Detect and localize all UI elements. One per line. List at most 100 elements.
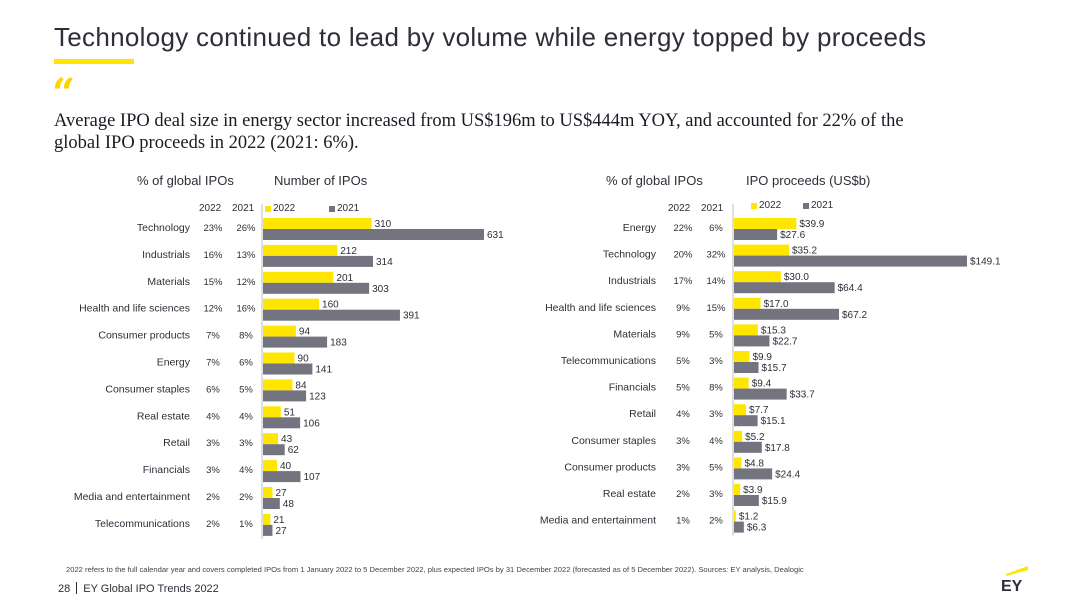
- data-label-2022: $5.2: [745, 432, 765, 443]
- bar-2022: [263, 513, 271, 525]
- data-label-2021: $22.7: [772, 336, 797, 347]
- page-title: Technology continued to lead by volume w…: [54, 22, 927, 52]
- data-label-2021: 107: [303, 472, 320, 483]
- data-label-2021: 62: [288, 445, 300, 456]
- pct-2021-label: 5%: [709, 462, 723, 473]
- data-label-2022: 84: [295, 380, 307, 391]
- bar-2022: [734, 457, 742, 469]
- left-chart-title: Number of IPOs: [274, 173, 368, 188]
- bar-2022: [734, 484, 741, 495]
- bar-2022: [263, 379, 293, 391]
- pct-2021-label: 26%: [236, 223, 256, 234]
- category-label: Consumer products: [564, 461, 656, 473]
- category-label: Consumer staples: [105, 383, 190, 395]
- bar-2022: [263, 325, 296, 337]
- footer-text: EY Global IPO Trends 2022: [83, 583, 219, 595]
- data-label-2021: $27.6: [780, 230, 805, 241]
- category-label: Health and life sciences: [545, 302, 656, 314]
- pct-2021-label: 16%: [236, 304, 256, 315]
- bar-2022: [263, 298, 320, 310]
- right-pct-header: % of global IPOs: [606, 173, 703, 188]
- left-legend-2021-label: 2021: [337, 203, 360, 214]
- data-label-2022: 160: [322, 300, 339, 311]
- data-label-2022: $9.4: [752, 379, 772, 390]
- pct-2022-label: 5%: [676, 383, 690, 394]
- bar-2022: [734, 430, 743, 442]
- bar-2022: [263, 487, 273, 498]
- category-label: Media and entertainment: [540, 515, 656, 527]
- bar-2021: [734, 521, 744, 533]
- bar-2021: [263, 524, 273, 536]
- footnote: 2022 refers to the full calendar year an…: [66, 565, 804, 574]
- bar-2022: [263, 406, 281, 418]
- pct-2022-label: 6%: [206, 384, 220, 395]
- bar-2022: [734, 218, 797, 229]
- bar-2021: [734, 255, 967, 267]
- bar-2022: [263, 244, 338, 256]
- category-label: Retail: [629, 408, 656, 420]
- bar-2021: [734, 229, 778, 240]
- bar-2022: [734, 244, 790, 256]
- category-label: Health and life sciences: [79, 303, 190, 315]
- right-legend-2022-label: 2022: [759, 200, 782, 211]
- pct-2022-label: 4%: [206, 411, 220, 422]
- bar-2021: [734, 282, 835, 294]
- data-label-2021: 183: [330, 338, 347, 349]
- data-label-2021: 303: [372, 284, 389, 295]
- data-label-2021: $6.3: [747, 523, 767, 534]
- data-label-2022: $9.9: [752, 352, 772, 363]
- data-label-2022: $7.7: [749, 405, 769, 416]
- bar-2021: [734, 441, 762, 453]
- category-label: Media and entertainment: [74, 491, 190, 503]
- bar-2022: [734, 297, 761, 309]
- bar-2021: [734, 388, 787, 400]
- bar-2021: [263, 444, 285, 456]
- data-label-2022: 212: [340, 246, 357, 257]
- bar-2021: [734, 335, 770, 347]
- pct-2022-label: 7%: [206, 331, 220, 342]
- bar-2022: [734, 271, 781, 283]
- bar-2021: [263, 363, 313, 375]
- title-underline: [54, 59, 134, 64]
- category-label: Technology: [137, 222, 191, 234]
- category-label: Financials: [143, 464, 190, 476]
- data-label-2022: $17.0: [764, 299, 789, 310]
- pct-2021-label: 8%: [239, 331, 253, 342]
- pct-2022-label: 22%: [673, 223, 693, 234]
- pct-2021-label: 14%: [706, 276, 726, 287]
- category-label: Energy: [157, 357, 191, 369]
- pct-2022-label: 23%: [203, 223, 223, 234]
- data-label-2021: $24.4: [775, 469, 800, 480]
- pct-2021-label: 5%: [709, 329, 723, 340]
- pct-2022-label: 17%: [673, 276, 693, 287]
- category-label: Technology: [603, 249, 657, 261]
- footer-divider: [76, 582, 78, 594]
- data-label-2022: 21: [273, 515, 285, 526]
- bar-2021: [263, 417, 301, 429]
- left-pct-year-2022: 2022: [199, 203, 222, 214]
- pct-2022-label: 9%: [676, 329, 690, 340]
- data-label-2021: 123: [309, 391, 326, 402]
- category-label: Telecommunications: [95, 518, 190, 530]
- data-label-2021: $15.7: [762, 363, 787, 374]
- data-label-2022: $1.2: [739, 512, 759, 523]
- pct-2022-label: 3%: [206, 465, 220, 476]
- data-label-2021: 106: [303, 418, 320, 429]
- right-legend-2021-swatch: [803, 203, 809, 209]
- data-label-2022: 43: [281, 434, 293, 445]
- data-label-2022: $4.8: [745, 458, 765, 469]
- left-legend-2022-swatch: [265, 206, 271, 212]
- pct-2021-label: 3%: [709, 356, 723, 367]
- bar-2022: [263, 271, 334, 283]
- pct-2021-label: 13%: [236, 250, 256, 261]
- pct-2021-label: 6%: [709, 223, 723, 234]
- pct-2022-label: 12%: [203, 304, 223, 315]
- data-label-2021: $15.1: [761, 416, 786, 427]
- pct-2022-label: 9%: [676, 303, 690, 314]
- data-label-2021: $33.7: [790, 390, 815, 401]
- data-label-2021: 314: [376, 257, 393, 268]
- data-label-2022: 90: [298, 354, 310, 365]
- bar-2022: [734, 404, 747, 416]
- pct-2022-label: 2%: [206, 519, 220, 530]
- data-label-2021: $64.4: [838, 283, 863, 294]
